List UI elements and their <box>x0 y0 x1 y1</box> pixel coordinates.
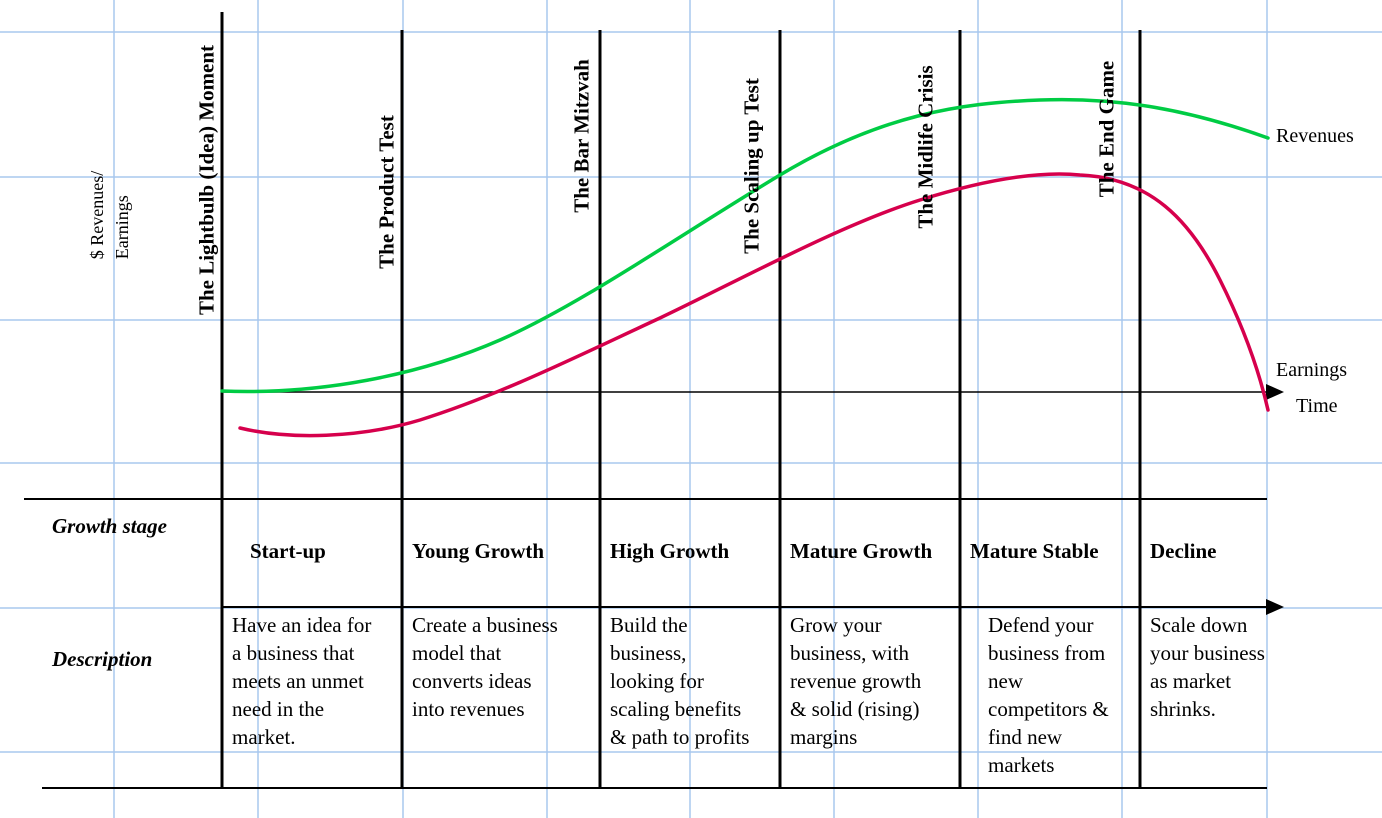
stage-name-startup: Start-up <box>250 539 326 563</box>
stage-name-young-growth: Young Growth <box>412 539 545 563</box>
y-axis-label-line2: Earnings <box>112 195 132 260</box>
revenues-curve <box>220 97 1270 394</box>
stage-description-young-growth: Create a business model that converts id… <box>412 613 558 721</box>
stage-description-decline: Scale down your business as market shrin… <box>1150 613 1265 721</box>
stage-name-high-growth: High Growth <box>610 539 730 563</box>
stage-name-mature-stable: Mature Stable <box>970 539 1099 563</box>
description-row-arrowhead <box>1266 599 1284 615</box>
stage-description-mature-stable: Defend your business from new competitor… <box>988 613 1109 777</box>
growth-stage-header: Growth stage <box>52 514 167 538</box>
earnings-curve <box>238 172 1270 438</box>
time-axis-arrowhead <box>1266 384 1284 400</box>
milestone-scaling-up: The Scaling up Test <box>739 78 764 254</box>
earnings-label: Earnings <box>1276 359 1348 381</box>
stage-name-mature-growth: Mature Growth <box>790 539 933 563</box>
milestone-product-test: The Product Test <box>374 115 399 269</box>
time-axis-label: Time <box>1296 395 1338 417</box>
y-axis-label-line1: $ Revenues/ <box>87 170 107 260</box>
milestone-midlife: The Midlife Crisis <box>913 65 938 229</box>
y-axis-label: $ Revenues/ Earnings <box>85 171 135 259</box>
milestone-bar-mitzvah: The Bar Mitzvah <box>569 59 594 213</box>
revenues-label: Revenues <box>1276 125 1354 147</box>
stage-name-decline: Decline <box>1150 539 1217 563</box>
stage-description-high-growth: Build the business, looking for scaling … <box>610 613 750 749</box>
milestone-lightbulb: The Lightbulb (Idea) Moment <box>194 44 219 316</box>
stage-description-mature-growth: Grow your business, with revenue growth … <box>790 613 922 749</box>
stage-description-startup: Have an idea for a business that meets a… <box>232 613 372 749</box>
description-header: Description <box>52 647 153 671</box>
milestone-end-game: The End Game <box>1094 60 1119 198</box>
